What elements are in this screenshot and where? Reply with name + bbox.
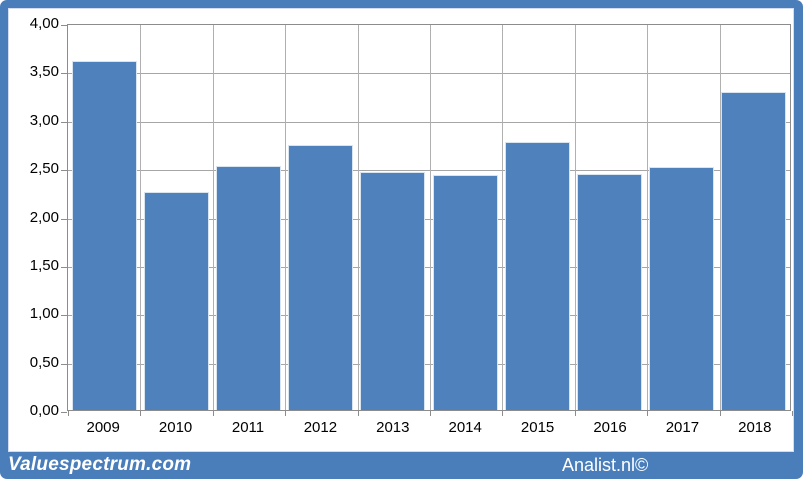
h-gridline	[68, 170, 790, 172]
x-tick	[574, 411, 576, 416]
bar-cell-2017	[646, 25, 718, 410]
plot-area	[61, 24, 793, 416]
y-tick-label: 2,50	[29, 160, 59, 178]
analist-credit: Analist.nl©	[562, 455, 649, 475]
y-tick-label: 1,50	[29, 256, 59, 274]
h-gridline	[68, 73, 790, 75]
y-tick	[61, 25, 67, 26]
x-tick-label-2010: 2010	[158, 419, 193, 436]
x-tick	[792, 411, 793, 416]
bar-2010	[143, 191, 209, 410]
x-tick	[647, 411, 649, 416]
v-gridline	[574, 25, 576, 410]
y-tick	[61, 315, 67, 317]
bar-2013	[360, 172, 426, 410]
y-tick	[61, 73, 67, 75]
bar-cell-2009	[68, 25, 140, 410]
v-gridline	[212, 25, 214, 410]
y-tick-label: 0,00	[29, 402, 59, 419]
x-tick-label-2014: 2014	[448, 419, 482, 436]
y-tick-label: 3,50	[29, 63, 59, 81]
bar-2009	[71, 60, 137, 410]
bar-cell-2016	[573, 25, 645, 410]
x-tick-label-2013: 2013	[376, 419, 410, 436]
x-tick-label-2016: 2016	[593, 419, 627, 436]
h-gridline	[68, 218, 790, 220]
bar-cell-2015	[501, 25, 573, 410]
valuespectrum-watermark: Valuespectrum.com	[8, 454, 192, 475]
bar-cell-2018	[718, 25, 790, 410]
y-tick-label: 2,00	[29, 208, 59, 226]
y-tick-label: 3,00	[29, 111, 59, 129]
chart-canvas: 4,00 3,50 3,00 2,50 2,00 1,50 1,00 0,50 0,00 200…	[8, 8, 794, 452]
y-tick	[61, 170, 67, 172]
y-tick	[61, 218, 67, 220]
x-tick	[212, 411, 214, 416]
footer-bar: Valuespectrum.com Analist.nl©	[0, 452, 803, 479]
y-tick	[61, 266, 67, 268]
y-tick-label: 4,00	[29, 15, 59, 32]
bar-2017	[649, 166, 715, 410]
x-tick-label-2011: 2011	[231, 419, 265, 436]
x-tick	[719, 411, 721, 416]
y-tick	[61, 363, 67, 365]
v-gridline	[430, 25, 431, 410]
bar-cell-2013	[357, 25, 429, 410]
bar-cell-2010	[140, 25, 212, 410]
h-gridline	[68, 266, 790, 268]
bar-cell-2014	[429, 25, 501, 410]
bar-2016	[577, 174, 642, 410]
bar-cell-2011	[212, 25, 284, 410]
h-gridline	[68, 315, 790, 317]
x-tick	[502, 411, 504, 416]
h-gridline	[68, 363, 790, 365]
x-tick	[285, 411, 287, 416]
x-tick-label-2018: 2018	[738, 419, 772, 436]
x-tick	[140, 411, 142, 416]
v-gridline	[285, 25, 287, 410]
x-tick-label-2009: 2009	[86, 419, 120, 436]
y-tick-label: 0,50	[29, 353, 59, 371]
bar-2015	[504, 142, 570, 410]
y-tick	[61, 121, 67, 123]
bar-series	[68, 25, 790, 410]
x-tick-label-2017: 2017	[665, 419, 700, 436]
v-gridline	[719, 25, 721, 410]
x-tick	[430, 411, 431, 416]
bar-2014	[432, 175, 498, 410]
y-tick	[61, 412, 67, 413]
bar-2011	[216, 165, 281, 410]
x-tick-label-2015: 2015	[520, 419, 555, 436]
y-tick-label: 1,00	[29, 305, 59, 323]
v-gridline	[647, 25, 649, 410]
bar-2018	[721, 92, 787, 410]
bar-cell-2012	[285, 25, 357, 410]
h-gridline	[68, 121, 790, 123]
v-gridline	[357, 25, 359, 410]
x-tick-label-2012: 2012	[303, 419, 338, 436]
bar-2012	[288, 145, 354, 410]
v-gridline	[140, 25, 142, 410]
x-tick	[357, 411, 359, 416]
v-gridline	[502, 25, 504, 410]
x-tick	[68, 411, 69, 416]
